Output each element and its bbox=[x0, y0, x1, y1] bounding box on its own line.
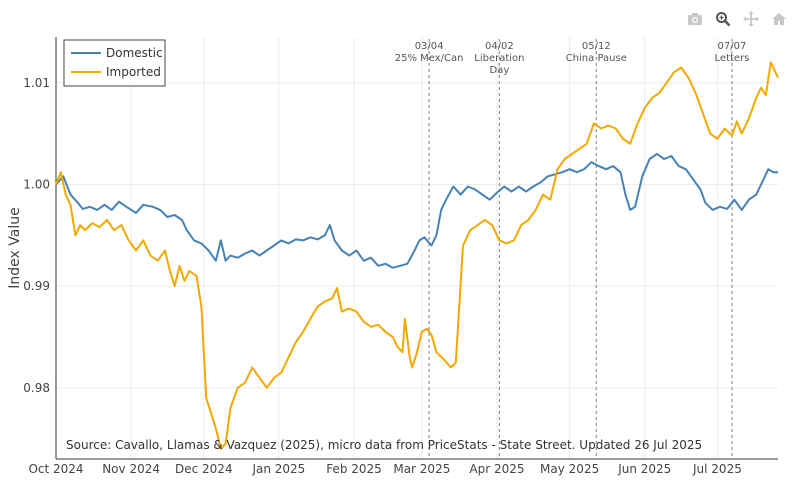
y-tick-label: 0.98 bbox=[23, 381, 50, 395]
legend-box bbox=[63, 39, 166, 87]
legend[interactable]: Domestic Imported bbox=[63, 39, 166, 87]
x-tick-label: Feb 2025 bbox=[326, 462, 382, 476]
camera-icon[interactable] bbox=[684, 8, 706, 30]
x-tick-label: Mar 2025 bbox=[393, 462, 450, 476]
x-tick-label: Jun 2025 bbox=[617, 462, 671, 476]
y-axis-title: Index Value bbox=[7, 207, 23, 288]
event-label: Letters bbox=[715, 53, 750, 64]
y-tick-label: 0.99 bbox=[23, 279, 50, 293]
x-tick-label: Apr 2025 bbox=[469, 462, 524, 476]
series-line-imported bbox=[55, 61, 779, 450]
axes bbox=[55, 37, 778, 460]
event-label: Liberation bbox=[474, 53, 524, 64]
zoom-icon[interactable] bbox=[712, 8, 734, 30]
event-label: 03/04 bbox=[415, 41, 444, 52]
pan-icon[interactable] bbox=[740, 8, 762, 30]
source-note: Source: Cavallo, Llamas & Vazquez (2025)… bbox=[66, 438, 702, 452]
legend-label-imported: Imported bbox=[106, 65, 161, 79]
event-label: 05/12 bbox=[582, 41, 611, 52]
x-tick-label: Dec 2024 bbox=[175, 462, 233, 476]
event-label: 07/07 bbox=[718, 41, 747, 52]
legend-label-domestic: Domestic bbox=[106, 46, 163, 60]
series-lines bbox=[55, 61, 779, 450]
y-tick-label: 1.01 bbox=[23, 76, 50, 90]
x-tick-label: Nov 2024 bbox=[102, 462, 160, 476]
modebar bbox=[684, 8, 790, 30]
event-label: 04/02 bbox=[485, 41, 514, 52]
x-tick-label: Oct 2024 bbox=[28, 462, 83, 476]
home-icon[interactable] bbox=[768, 8, 790, 30]
tick-labels: 0.98 0.99 1.00 1.01 Oct 2024 Nov 2024 Dec 2024… bbox=[23, 76, 742, 476]
x-tick-label: Jan 2025 bbox=[251, 462, 305, 476]
series-line-domestic bbox=[55, 152, 778, 269]
event-label: Day bbox=[490, 65, 510, 76]
event-label: China Pause bbox=[566, 53, 627, 64]
event-label: 25% Mex/Can bbox=[395, 53, 464, 64]
x-tick-label: May 2025 bbox=[540, 462, 599, 476]
gridlines bbox=[55, 37, 778, 459]
y-tick-label: 1.00 bbox=[23, 177, 50, 191]
x-tick-label: Jul 2025 bbox=[692, 462, 742, 476]
